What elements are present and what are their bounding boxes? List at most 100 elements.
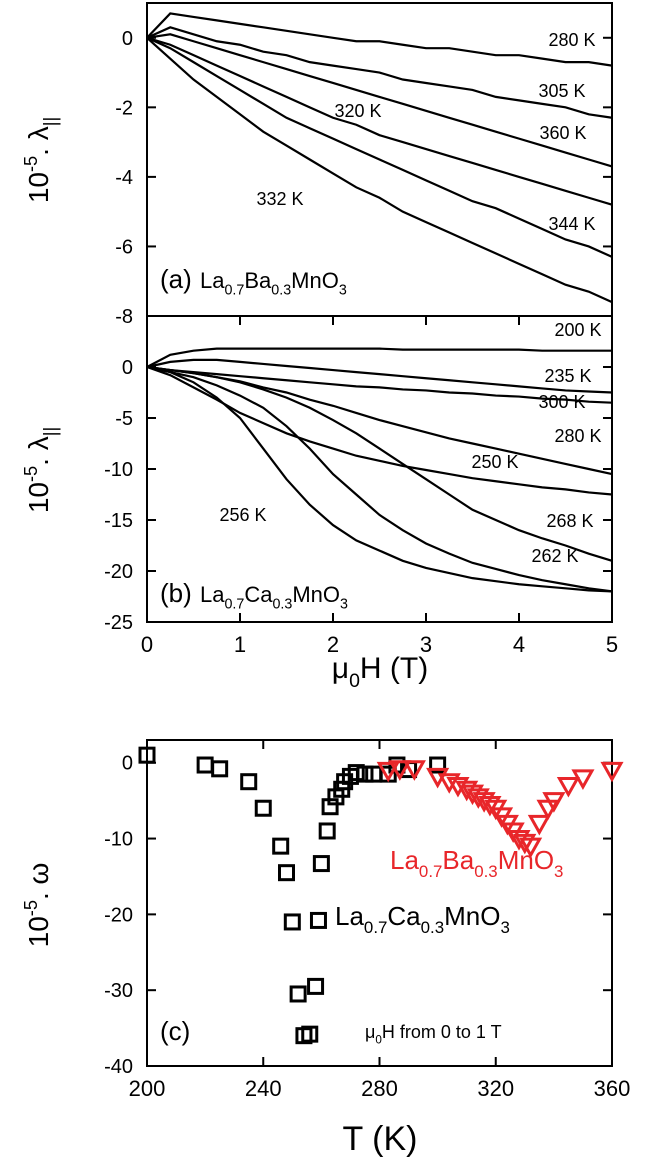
curve-label: 332 K — [256, 189, 303, 209]
marker-square — [347, 764, 365, 782]
text-part: MnO — [292, 582, 340, 607]
marker-triangle — [527, 814, 551, 836]
curve — [146, 365, 613, 476]
x-axis-label: μ0H (T) — [332, 652, 428, 692]
curve — [146, 36, 613, 206]
text-part: 3 — [340, 597, 348, 613]
panel-label: (c) — [160, 1016, 190, 1046]
text-part: 0.3 — [271, 283, 291, 299]
curve-label: 250 K — [471, 452, 518, 472]
y-tick-label: -20 — [104, 561, 133, 583]
marker-square — [278, 864, 295, 882]
marker-square — [272, 837, 290, 855]
x-tick-label: 5 — [606, 632, 618, 657]
x-tick-label: 0 — [141, 632, 153, 657]
panel-note: μ0H from 0 to 1 T — [365, 1022, 502, 1046]
curve-label: 268 K — [546, 511, 593, 531]
marker-triangle — [542, 792, 566, 813]
marker-square — [138, 746, 156, 764]
text-part: La — [390, 845, 419, 875]
y-axis-label: 10-5. λ|| — [21, 117, 61, 203]
marker-square — [254, 799, 272, 817]
text-part: μ — [365, 1022, 375, 1042]
x-tick-label: 2 — [327, 632, 339, 657]
panel-label: (a) — [160, 264, 192, 294]
text-part: 0.7 — [364, 918, 387, 937]
curve — [146, 347, 612, 368]
marker-triangle — [513, 833, 537, 855]
y-tick-label: -6 — [115, 236, 133, 258]
text-part: -5 — [21, 466, 41, 482]
x-tick-label: 200 — [129, 1076, 166, 1101]
y-tick-label: 0 — [122, 28, 133, 50]
y-tick-label: -15 — [104, 510, 133, 532]
text-part: 10 — [23, 916, 54, 947]
x-tick-label: 280 — [361, 1076, 398, 1101]
curve-label: 280 K — [548, 30, 595, 50]
text-part: Ca — [387, 901, 421, 931]
text-part: T (K) — [343, 1120, 418, 1158]
curve — [146, 36, 613, 304]
marker-square — [356, 765, 374, 783]
text-part: 10 — [23, 482, 54, 513]
curve — [146, 365, 613, 562]
x-axis-label: T (K) — [343, 1120, 418, 1158]
text-part: La — [200, 582, 225, 607]
marker-triangle — [388, 760, 412, 781]
text-part: -5 — [21, 900, 41, 916]
marker-triangle — [519, 837, 543, 859]
text-part: 0.3 — [421, 918, 444, 937]
text-part: 0.7 — [224, 597, 244, 613]
text-part: Ba — [442, 845, 474, 875]
panel-label: (b) — [160, 578, 192, 608]
marker-square — [289, 985, 307, 1003]
marker-square — [429, 756, 447, 774]
text-part: 0.7 — [224, 283, 244, 299]
y-tick-label: -25 — [104, 612, 133, 634]
marker-square — [240, 773, 258, 791]
marker-triangle — [556, 776, 580, 798]
text-part: || — [40, 427, 60, 436]
text-part: 0.3 — [474, 862, 497, 881]
y-tick-label: -4 — [115, 167, 133, 189]
text-part: 0.7 — [419, 862, 442, 881]
curve-label: 200 K — [554, 320, 601, 340]
curve — [146, 12, 613, 67]
curve-label: 256 K — [219, 505, 266, 525]
marker-triangle — [376, 761, 400, 783]
text-part: 10 — [23, 172, 54, 203]
text-part: μ — [332, 652, 349, 685]
text-part: La — [335, 901, 364, 931]
x-tick-label: 320 — [477, 1076, 514, 1101]
plot-frame — [146, 739, 613, 1067]
curve — [146, 358, 613, 394]
text-part: MnO — [498, 845, 554, 875]
x-tick-label: 240 — [245, 1076, 282, 1101]
text-part: MnO — [291, 268, 339, 293]
y-tick-label: -10 — [104, 829, 133, 851]
marker-square — [318, 822, 336, 840]
text-part: Ba — [244, 268, 272, 293]
marker-triangle — [437, 773, 461, 794]
y-tick-label: -30 — [104, 980, 133, 1002]
x-tick-label: 360 — [594, 1076, 631, 1101]
curve-label: 344 K — [548, 214, 595, 234]
curve-label: 300 K — [538, 392, 585, 412]
text-part: H from 0 to 1 T — [382, 1022, 502, 1042]
text-part: -5 — [21, 156, 41, 172]
y-axis-label: 10-5. λ|| — [21, 427, 61, 513]
curve — [146, 365, 613, 593]
text-part: 0 — [349, 670, 360, 692]
text-part: . λ — [23, 126, 54, 156]
text-part: || — [40, 117, 60, 126]
curve-label: 320 K — [334, 101, 381, 121]
text-part: La — [200, 268, 225, 293]
text-part: 3 — [500, 918, 509, 937]
marker-triangle — [402, 760, 426, 781]
marker-square — [301, 1025, 319, 1043]
series-label: La0.7Ca0.3MnO3 — [335, 901, 510, 937]
series-label: La0.7Ba0.3MnO3 — [390, 845, 563, 881]
marker-square — [312, 855, 330, 873]
